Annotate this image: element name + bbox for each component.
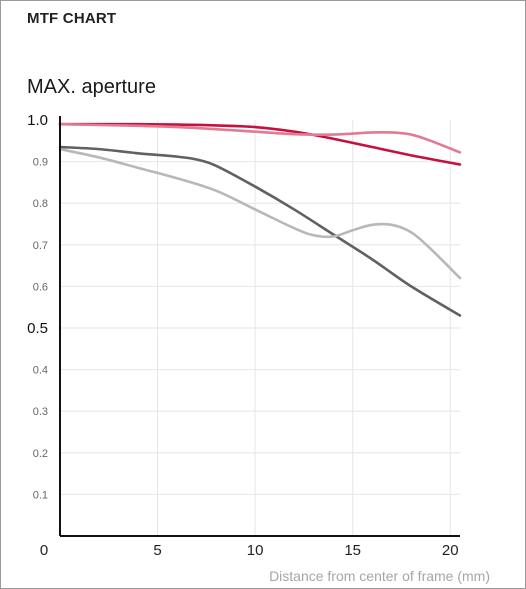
- x-tick-label: 15: [344, 542, 361, 559]
- y-tick-label: 0.2: [33, 448, 48, 460]
- y-tick-label: 0.7: [33, 240, 48, 252]
- series-line-4: [58, 147, 462, 280]
- y-tick-label: 0.9: [33, 157, 48, 169]
- panel-title: MTF CHART: [27, 10, 117, 27]
- x-tick-label: 20: [442, 542, 459, 559]
- x-tick-label: 5: [153, 542, 161, 559]
- y-tick-label: 0.1: [33, 489, 48, 501]
- x-tick-label: 10: [247, 542, 264, 559]
- y-tick-label: 0.8: [33, 198, 48, 210]
- chart-title: MAX. aperture: [27, 76, 156, 98]
- y-tick-label: 0.4: [33, 365, 48, 377]
- x-tick-label: 0: [40, 542, 48, 559]
- y-tick-label: 0.5: [27, 320, 48, 337]
- y-tick-label: 0.3: [33, 406, 48, 418]
- series-line-2: [58, 122, 462, 154]
- y-tick-label: 1.0: [27, 112, 48, 129]
- series-line-3: [58, 145, 462, 317]
- y-tick-label: 0.6: [33, 281, 48, 293]
- series-line-1: [58, 122, 462, 166]
- x-axis-label: Distance from center of frame (mm): [269, 568, 490, 584]
